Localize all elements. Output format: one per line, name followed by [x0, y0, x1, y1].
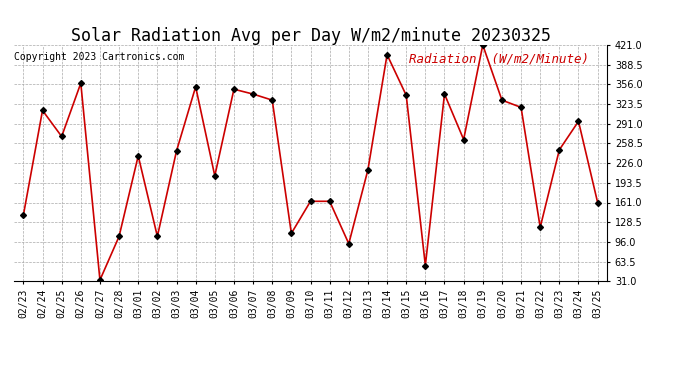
Text: Radiation  (W/m2/Minute): Radiation (W/m2/Minute) [409, 52, 589, 65]
Text: Copyright 2023 Cartronics.com: Copyright 2023 Cartronics.com [14, 52, 184, 62]
Title: Solar Radiation Avg per Day W/m2/minute 20230325: Solar Radiation Avg per Day W/m2/minute … [70, 27, 551, 45]
